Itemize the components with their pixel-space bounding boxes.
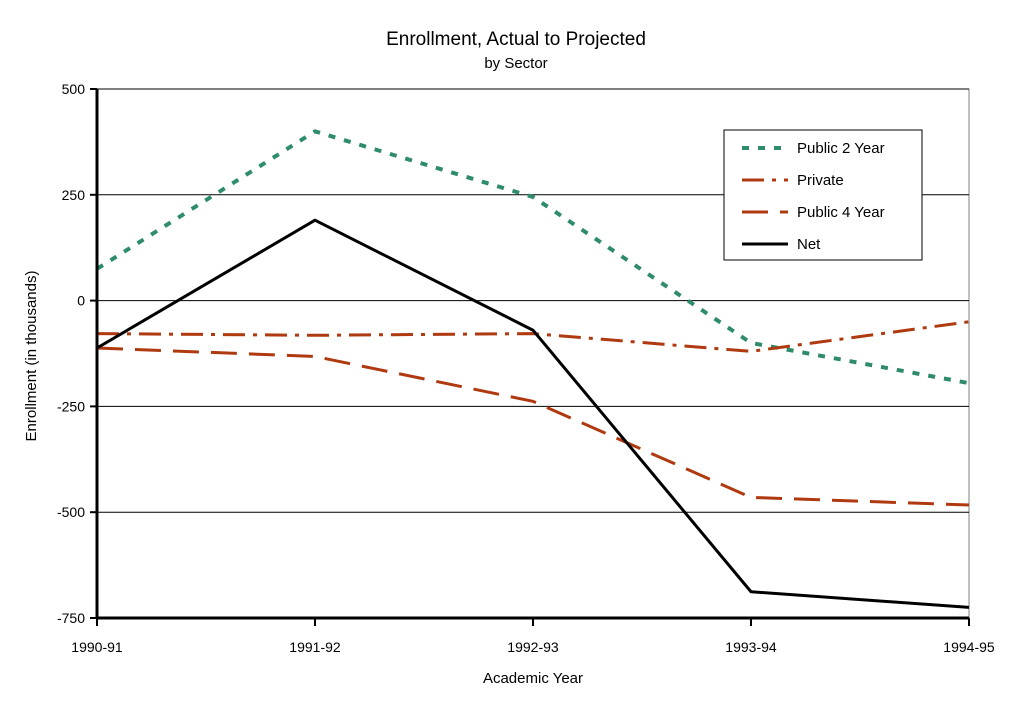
y-tick-label: -250 [57, 398, 85, 414]
y-tick-label: 0 [77, 293, 85, 309]
x-tick-label: 1992-93 [507, 639, 559, 655]
chart-subtitle: by Sector [484, 55, 547, 72]
x-axis-label: Academic Year [483, 670, 583, 687]
legend-label: Private [797, 172, 844, 189]
legend-box [723, 129, 923, 261]
x-tick-label: 1991-92 [289, 639, 341, 655]
x-tick-label: 1994-95 [943, 639, 995, 655]
chart-title: Enrollment, Actual to Projected [386, 29, 646, 50]
x-tick-label: 1990-91 [71, 639, 123, 655]
y-tick-label: 500 [62, 81, 86, 97]
x-axis-ticks: 1990-91 1991-92 1992-93 1993-94 1994-95 [71, 618, 995, 655]
series-line [96, 346, 970, 507]
y-tick-label: -750 [57, 610, 85, 626]
y-tick-label: -500 [57, 504, 85, 520]
series-layer [95, 129, 970, 609]
legend-label: Public 2 Year [797, 140, 885, 157]
series-line [96, 218, 970, 609]
y-axis-ticks: 500 250 0 -250 -500 -750 [57, 81, 97, 626]
x-tick-label: 1993-94 [725, 639, 777, 655]
legend-label: Net [797, 236, 821, 253]
series-line [96, 320, 970, 353]
legend-label: Public 4 Year [797, 204, 885, 221]
series-line [95, 129, 970, 386]
y-axis-label: Enrollment (in thousands) [23, 271, 40, 442]
legend: Public 2 Year Private Public 4 Year Net [723, 129, 923, 261]
y-tick-label: 250 [62, 187, 86, 203]
